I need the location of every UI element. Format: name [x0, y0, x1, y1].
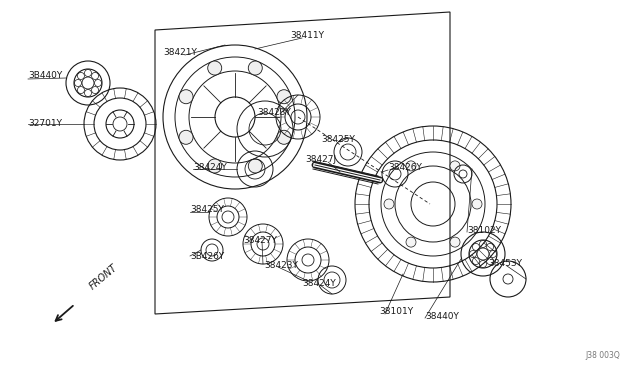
- Circle shape: [277, 90, 291, 104]
- Circle shape: [406, 161, 416, 171]
- Text: 38425Y: 38425Y: [190, 205, 224, 214]
- Text: 38427Y: 38427Y: [243, 236, 277, 245]
- Text: 38424Y: 38424Y: [193, 163, 227, 172]
- Circle shape: [472, 199, 482, 209]
- Text: 38426Y: 38426Y: [388, 163, 422, 172]
- Circle shape: [406, 237, 416, 247]
- Circle shape: [450, 161, 460, 171]
- Text: 38425Y: 38425Y: [321, 135, 355, 144]
- Text: 32701Y: 32701Y: [28, 119, 62, 128]
- Circle shape: [208, 61, 221, 75]
- Text: FRONT: FRONT: [88, 263, 120, 292]
- Text: 38102Y: 38102Y: [467, 226, 501, 235]
- Text: 38440Y: 38440Y: [425, 312, 459, 321]
- Circle shape: [179, 130, 193, 144]
- Circle shape: [248, 61, 262, 75]
- Circle shape: [277, 130, 291, 144]
- Text: 38411Y: 38411Y: [290, 31, 324, 40]
- Circle shape: [384, 199, 394, 209]
- Text: J38 003Q: J38 003Q: [585, 351, 620, 360]
- Text: 3B440Y: 3B440Y: [28, 71, 62, 80]
- Text: 3B426Y: 3B426Y: [190, 252, 224, 261]
- Circle shape: [450, 237, 460, 247]
- Text: 38423Y: 38423Y: [257, 108, 291, 117]
- Text: 38423Y: 38423Y: [264, 261, 298, 270]
- Text: 38427J: 38427J: [305, 155, 336, 164]
- Text: 38424Y: 38424Y: [302, 279, 336, 288]
- Text: 38101Y: 38101Y: [379, 307, 413, 316]
- Circle shape: [179, 90, 193, 104]
- Text: 38453Y: 38453Y: [488, 259, 522, 268]
- Circle shape: [248, 159, 262, 173]
- Text: 38421Y: 38421Y: [163, 48, 197, 57]
- Circle shape: [208, 159, 221, 173]
